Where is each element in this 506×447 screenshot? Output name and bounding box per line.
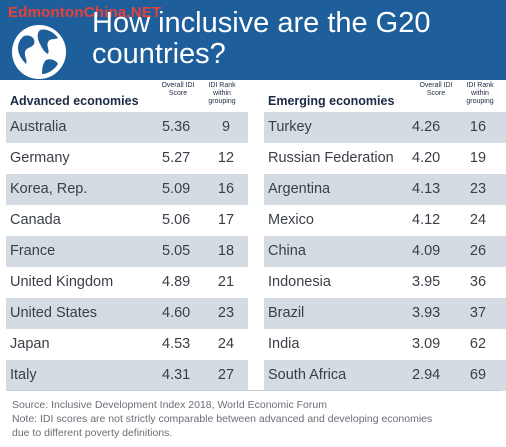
- table-row: India 3.09 62: [264, 329, 506, 360]
- idi-score: 5.36: [162, 119, 191, 135]
- table-row: Turkey 4.26 16: [264, 112, 506, 143]
- country-name: Argentina: [268, 181, 331, 197]
- idi-rank: 24: [217, 336, 235, 352]
- idi-rank: 16: [217, 181, 235, 197]
- emerging-header-row: Emerging economies Overall IDI Score IDI…: [264, 80, 506, 112]
- page-title: How inclusive are the G20 countries?: [92, 8, 492, 70]
- idi-score: 4.89: [162, 274, 191, 290]
- table-row: Argentina 4.13 23: [264, 174, 506, 205]
- table-row: Indonesia 3.95 36: [264, 267, 506, 298]
- table-row: United Kingdom 4.89 21: [6, 267, 248, 298]
- score-column-header: Overall IDI Score: [161, 82, 195, 97]
- table-row: Canada 5.06 17: [6, 205, 248, 236]
- advanced-header-row: Advanced economies Overall IDI Score IDI…: [6, 80, 248, 112]
- table-row: Mexico 4.12 24: [264, 205, 506, 236]
- idi-score: 3.95: [412, 274, 441, 290]
- idi-score: 5.27: [162, 150, 191, 166]
- idi-score: 4.12: [412, 212, 441, 228]
- country-name: France: [10, 243, 56, 259]
- idi-score: 4.53: [162, 336, 191, 352]
- globe-icon: [12, 25, 66, 79]
- table-row: United States 4.60 23: [6, 298, 248, 329]
- idi-score: 4.26: [412, 119, 441, 135]
- idi-score: 4.13: [412, 181, 441, 197]
- idi-rank: 37: [469, 305, 487, 321]
- table-row: China 4.09 26: [264, 236, 506, 267]
- watermark-text: EdmontonChina.NET: [8, 4, 162, 21]
- table-row: Brazil 3.93 37: [264, 298, 506, 329]
- idi-rank: 17: [217, 212, 235, 228]
- table-row: South Africa 2.94 69: [264, 360, 506, 391]
- idi-score: 4.60: [162, 305, 191, 321]
- idi-rank: 9: [221, 119, 231, 135]
- advanced-economies-table: Advanced economies Overall IDI Score IDI…: [6, 80, 248, 391]
- note-line-1: Note: IDI scores are not strictly compar…: [12, 413, 433, 425]
- idi-rank: 24: [469, 212, 487, 228]
- note-line-2: due to different poverty definitions.: [12, 427, 173, 439]
- idi-score: 3.93: [412, 305, 441, 321]
- emerging-heading: Emerging economies: [268, 94, 395, 108]
- country-name: Indonesia: [268, 274, 331, 290]
- idi-score: 4.31: [162, 367, 191, 383]
- country-name: Korea, Rep.: [10, 181, 88, 197]
- idi-rank: 23: [217, 305, 235, 321]
- idi-rank: 18: [217, 243, 235, 259]
- country-name: Germany: [10, 150, 70, 166]
- rank-column-header: IDI Rank within grouping: [466, 82, 494, 105]
- idi-rank: 36: [469, 274, 487, 290]
- table-row: Russian Federation 4.20 19: [264, 143, 506, 174]
- idi-score: 4.09: [412, 243, 441, 259]
- idi-score: 5.06: [162, 212, 191, 228]
- country-name: Brazil: [268, 305, 305, 321]
- source-text: Source: Inclusive Development Index 2018…: [12, 399, 327, 411]
- idi-rank: 23: [469, 181, 487, 197]
- country-name: Japan: [10, 336, 50, 352]
- header-banner: EdmontonChina.NET How inclusive are the …: [0, 0, 506, 80]
- idi-rank: 62: [469, 336, 487, 352]
- table-row: Korea, Rep. 5.09 16: [6, 174, 248, 205]
- idi-score: 2.94: [412, 367, 441, 383]
- advanced-heading: Advanced economies: [10, 94, 139, 108]
- country-name: Russian Federation: [268, 150, 394, 166]
- table-row: Japan 4.53 24: [6, 329, 248, 360]
- rank-column-header: IDI Rank within grouping: [208, 82, 236, 105]
- country-name: South Africa: [268, 367, 347, 383]
- footer-notes: Source: Inclusive Development Index 2018…: [12, 398, 502, 440]
- country-name: Canada: [10, 212, 61, 228]
- score-column-header: Overall IDI Score: [419, 82, 453, 97]
- idi-rank: 27: [217, 367, 235, 383]
- idi-score: 5.09: [162, 181, 191, 197]
- idi-score: 4.20: [412, 150, 441, 166]
- idi-rank: 12: [217, 150, 235, 166]
- emerging-economies-table: Emerging economies Overall IDI Score IDI…: [264, 80, 506, 391]
- table-row: France 5.05 18: [6, 236, 248, 267]
- table-row: Italy 4.31 27: [6, 360, 248, 391]
- idi-rank: 16: [469, 119, 487, 135]
- country-name: Italy: [10, 367, 37, 383]
- footer-divider: [6, 390, 500, 391]
- idi-rank: 26: [469, 243, 487, 259]
- country-name: Australia: [10, 119, 67, 135]
- country-name: China: [268, 243, 306, 259]
- title-line-1: How inclusive are the G20: [92, 7, 431, 39]
- country-name: United Kingdom: [10, 274, 114, 290]
- title-line-2: countries?: [92, 38, 226, 70]
- idi-rank: 21: [217, 274, 235, 290]
- idi-score: 5.05: [162, 243, 191, 259]
- table-row: Germany 5.27 12: [6, 143, 248, 174]
- idi-rank: 19: [469, 150, 487, 166]
- idi-rank: 69: [469, 367, 487, 383]
- country-name: United States: [10, 305, 98, 321]
- idi-score: 3.09: [412, 336, 441, 352]
- country-name: Mexico: [268, 212, 314, 228]
- country-name: India: [268, 336, 300, 352]
- country-name: Turkey: [268, 119, 312, 135]
- table-row: Australia 5.36 9: [6, 112, 248, 143]
